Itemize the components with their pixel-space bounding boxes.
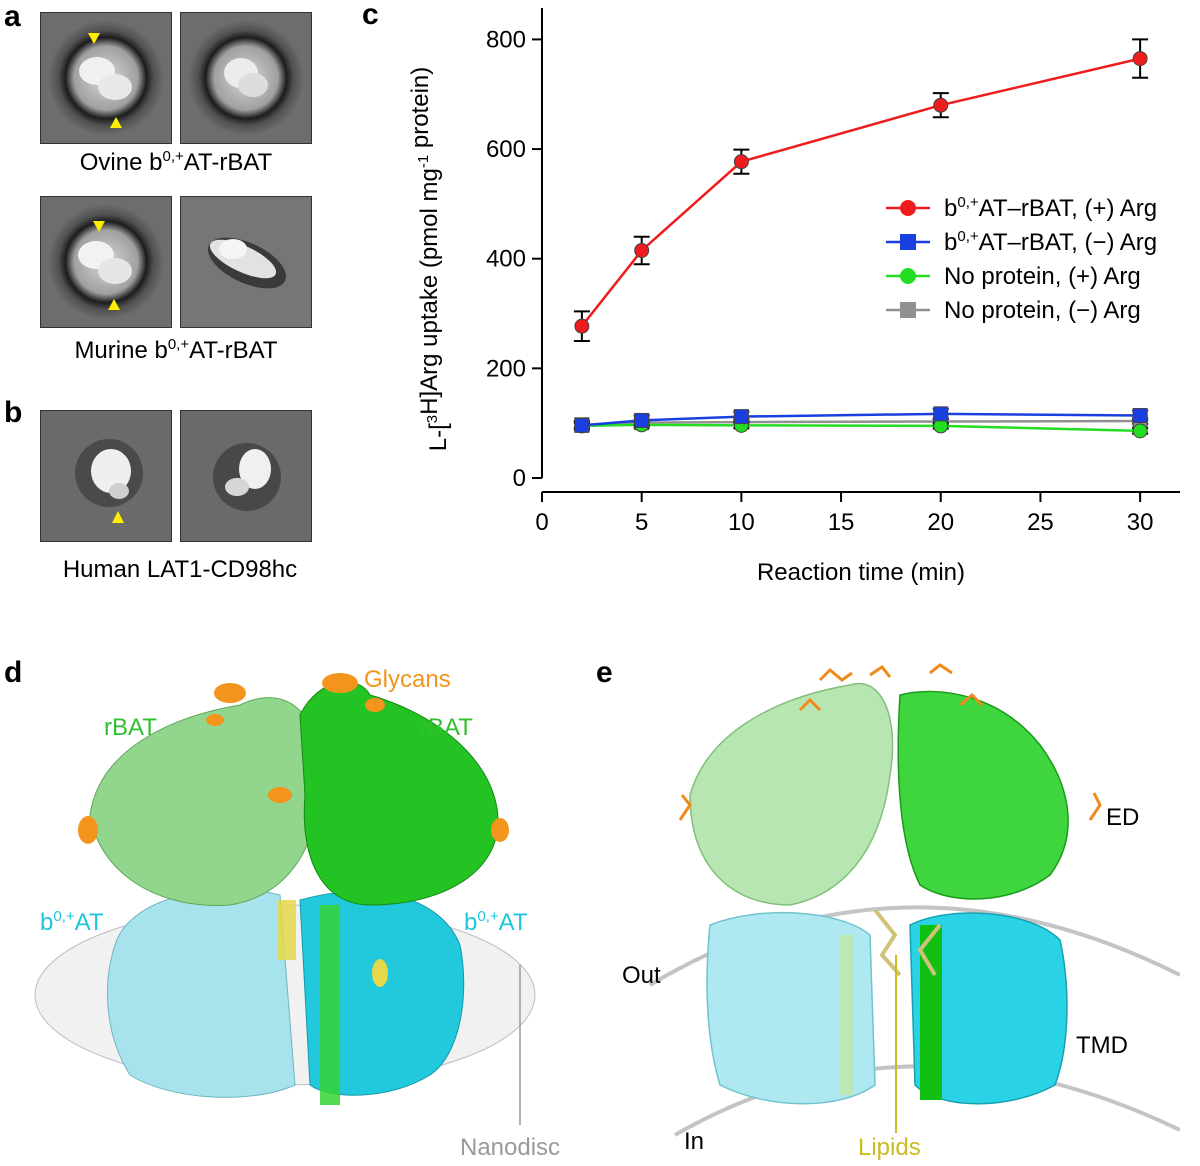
label-b0at-right-sup: 0,+ xyxy=(477,908,499,925)
ribbon-structure xyxy=(648,663,1180,1137)
caption-ovine: Ovine b0,+AT-rBAT xyxy=(40,148,312,177)
y-axis-label-part: protein) xyxy=(407,67,434,155)
label-b0at-left-sup: 0,+ xyxy=(53,908,75,925)
label-glycans: Glycans xyxy=(364,666,451,693)
panel-a-letter: a xyxy=(4,0,21,33)
micrograph-ovine-1 xyxy=(40,12,172,144)
data-point xyxy=(1132,423,1148,439)
y-axis-label-part: H]Arg uptake (pmol mg xyxy=(416,168,443,415)
legend-marker xyxy=(900,302,916,318)
micrograph-human-2 xyxy=(180,410,312,542)
legend-label-post: AT–rBAT, (+) Arg xyxy=(979,195,1158,222)
label-b0at-right-post: AT xyxy=(498,909,528,936)
x-axis-label: Reaction time (min) xyxy=(757,559,965,586)
x-tick-label: 10 xyxy=(728,509,755,536)
y-tick-label: 200 xyxy=(486,355,526,382)
x-tick-label: 0 xyxy=(535,509,548,536)
legend-label-sup: 0,+ xyxy=(957,194,979,211)
micrograph-murine-2 xyxy=(180,196,312,328)
data-point xyxy=(574,318,590,334)
caption-ovine-sup: 0,+ xyxy=(162,148,184,165)
legend-label-pre: b xyxy=(944,195,957,222)
data-point xyxy=(574,417,590,433)
caption-murine-pre: Murine b xyxy=(74,337,168,364)
x-tick-label: 25 xyxy=(1027,509,1054,536)
uptake-chart: 0 200 400 600 800 0 5 10 15 20 25 30 Reaction time (… xyxy=(407,8,1180,586)
legend-marker xyxy=(900,234,916,250)
micrograph-human-1 xyxy=(40,410,172,542)
label-ed: ED xyxy=(1106,804,1140,831)
y-tick-label: 0 xyxy=(513,465,526,492)
caption-murine-post: AT-rBAT xyxy=(189,337,278,364)
legend-marker xyxy=(900,268,916,284)
x-tick-label: 5 xyxy=(635,509,648,536)
y-axis-label: L-[3H]Arg uptake (pmol mg-1 protein) xyxy=(407,67,452,452)
data-point xyxy=(733,409,749,425)
y-axis-label-sup: 3 xyxy=(424,415,441,423)
data-point xyxy=(1132,408,1148,424)
y-axis-label-sup: -1 xyxy=(415,155,432,168)
caption-murine: Murine b0,+AT-rBAT xyxy=(40,336,312,365)
caption-murine-sup: 0,+ xyxy=(167,336,190,353)
label-in: In xyxy=(684,1128,705,1155)
data-point xyxy=(634,242,650,258)
legend-label: No protein, (+) Arg xyxy=(944,263,1141,290)
legend-label-sup: 0,+ xyxy=(957,228,979,245)
label-tmd: TMD xyxy=(1076,1032,1128,1059)
x-tick-label: 30 xyxy=(1127,509,1154,536)
data-point xyxy=(1132,51,1148,67)
caption-ovine-pre: Ovine b xyxy=(79,149,163,176)
data-point xyxy=(933,97,949,113)
y-tick-label: 800 xyxy=(486,26,526,53)
y-tick-label: 600 xyxy=(486,136,526,163)
legend-label: b0,+AT–rBAT, (−) Arg xyxy=(944,228,1157,256)
x-tick-label: 15 xyxy=(828,509,855,536)
label-b0at-left-post: AT xyxy=(74,909,104,936)
label-rbat-left: rBAT xyxy=(104,714,157,741)
panel-d-letter: d xyxy=(4,656,23,689)
caption-human: Human LAT1-CD98hc xyxy=(62,556,298,583)
panel-e-letter: e xyxy=(596,656,613,689)
legend-marker xyxy=(900,200,916,216)
micrograph-murine-1 xyxy=(40,196,172,328)
panel-c-letter: c xyxy=(362,0,379,31)
series-line-2 xyxy=(581,423,1141,433)
y-tick-label: 400 xyxy=(486,246,526,273)
caption-ovine-post: AT-rBAT xyxy=(183,149,273,176)
data-point xyxy=(634,412,650,428)
label-rbat-right: rBAT xyxy=(420,714,473,741)
legend-label: No protein, (−) Arg xyxy=(944,297,1141,324)
label-b0at-left: b0,+AT xyxy=(40,908,104,937)
legend-label-pre: b xyxy=(944,229,957,256)
x-tick-label: 20 xyxy=(927,509,954,536)
panel-b-letter: b xyxy=(4,396,23,429)
label-out: Out xyxy=(622,962,661,989)
legend-label-post: AT–rBAT, (−) Arg xyxy=(979,229,1158,256)
label-nanodisc: Nanodisc xyxy=(460,1134,561,1161)
label-lipids: Lipids xyxy=(858,1134,921,1161)
legend-label: b0,+AT–rBAT, (+) Arg xyxy=(944,194,1157,222)
micrograph-ovine-2 xyxy=(180,12,312,144)
data-point xyxy=(733,154,749,170)
cryo-em-density-map xyxy=(34,673,536,1125)
label-b0at-left-pre: b xyxy=(40,909,54,936)
y-axis-label-part: L-[ xyxy=(425,423,452,451)
data-point xyxy=(933,406,949,422)
label-b0at-right: b0,+AT xyxy=(464,908,528,937)
label-b0at-right-pre: b xyxy=(464,909,478,936)
